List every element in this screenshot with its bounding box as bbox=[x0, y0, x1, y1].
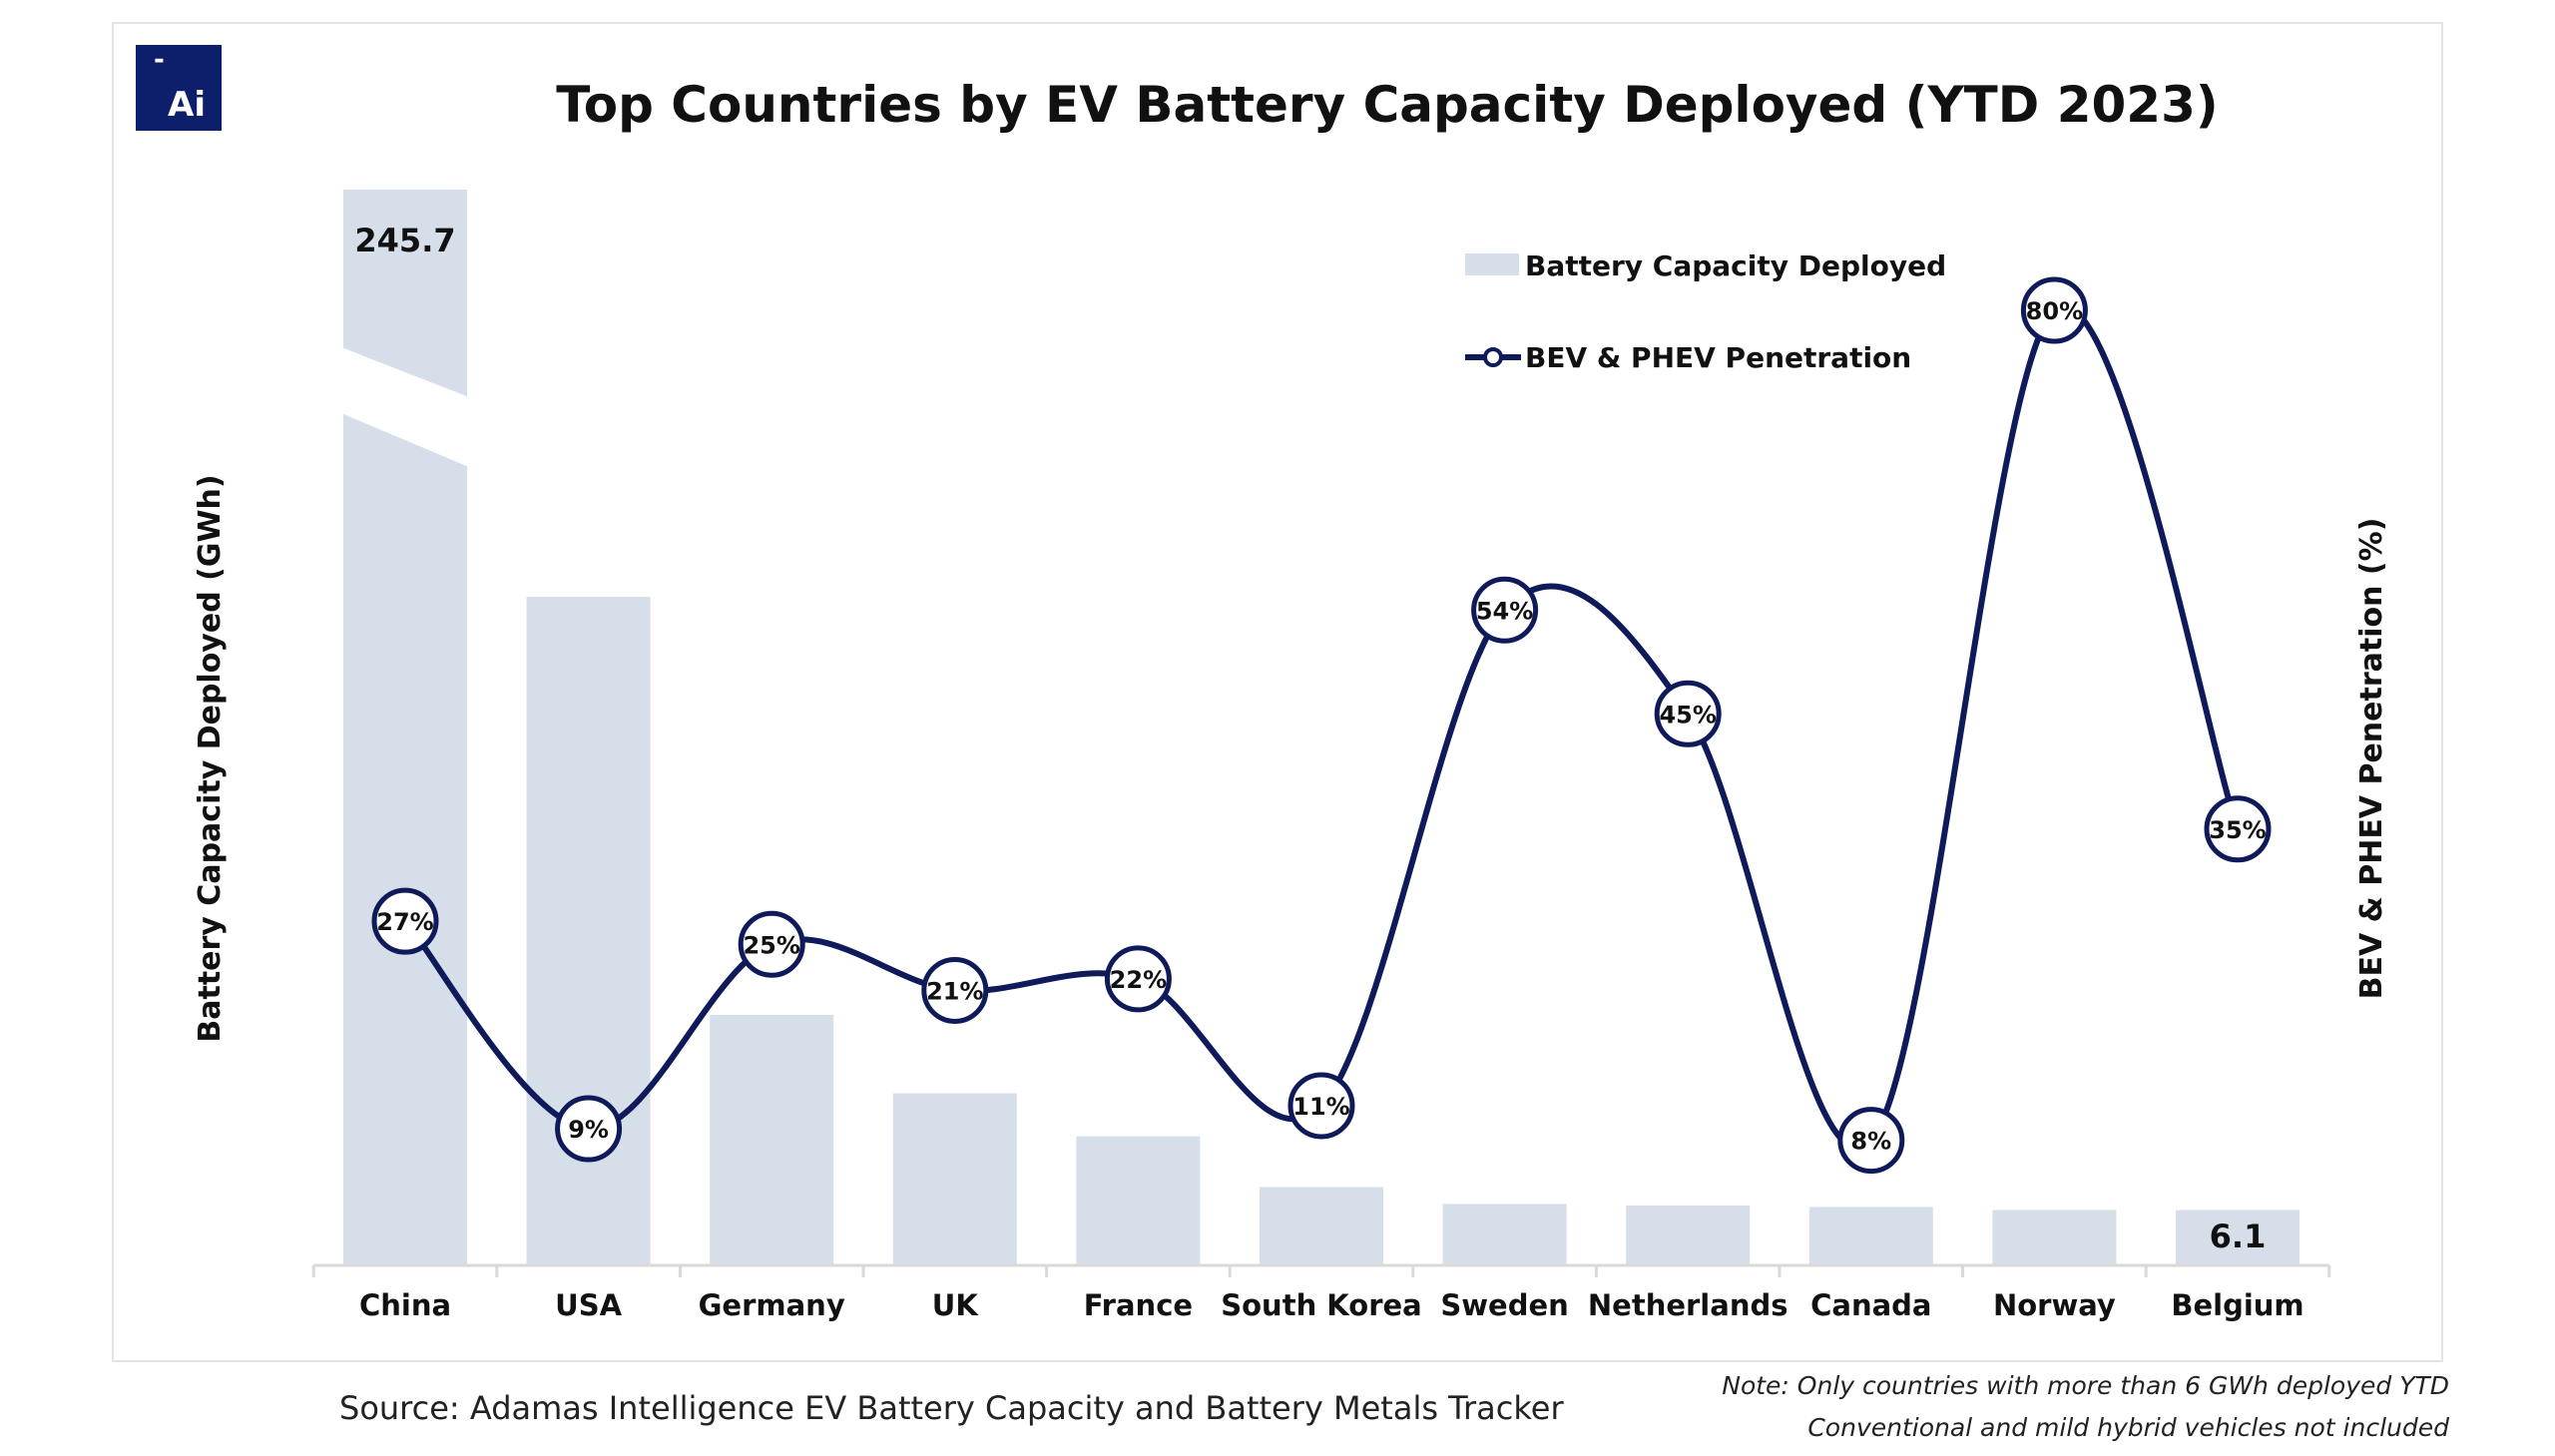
penetration-marker-usa bbox=[555, 1095, 623, 1163]
chart-frame bbox=[112, 22, 2443, 1362]
penetration-label-canada: 8% bbox=[1850, 1128, 1891, 1156]
x-axis-labels: China USA Germany UK France South Korea Sweden… bbox=[359, 1288, 2304, 1322]
legend-label-bar: Battery Capacity Deployed bbox=[1525, 249, 1946, 282]
note-line-1: Note: Only countries with more than 6 GW… bbox=[1722, 1371, 2449, 1400]
x-label-netherlands: Netherlands bbox=[1588, 1288, 1788, 1322]
note-line-2: Conventional and mild hybrid vehicles no… bbox=[1807, 1413, 2449, 1442]
x-label-china: China bbox=[359, 1288, 451, 1322]
bar-usa bbox=[526, 597, 651, 1265]
x-label-south-korea: South Korea bbox=[1221, 1288, 1422, 1322]
penetration-label-china: 27% bbox=[376, 908, 433, 936]
penetration-marker-sweden bbox=[1471, 576, 1539, 644]
x-label-usa: USA bbox=[555, 1288, 622, 1322]
x-label-norway: Norway bbox=[1993, 1288, 2116, 1322]
penetration-label-norway: 80% bbox=[2026, 297, 2083, 325]
penetration-label-netherlands: 45% bbox=[1659, 701, 1716, 728]
penetration-label-usa: 9% bbox=[568, 1116, 609, 1144]
x-label-france: France bbox=[1084, 1288, 1193, 1322]
penetration-line bbox=[402, 303, 2241, 1152]
penetration-label-south-korea: 11% bbox=[1292, 1093, 1349, 1121]
bar-south-korea bbox=[1260, 1187, 1383, 1265]
bar-france bbox=[1076, 1136, 1201, 1265]
penetration-label-uk: 21% bbox=[926, 977, 983, 1005]
penetration-marker-germany bbox=[738, 910, 805, 978]
bar-label-belgium: 6.1 bbox=[2210, 1217, 2267, 1255]
penetration-marker-netherlands bbox=[1654, 680, 1722, 747]
penetration-marker-norway bbox=[2020, 276, 2088, 344]
bar-label-china: 245.7 bbox=[354, 222, 455, 259]
legend-label-line: BEV & PHEV Penetration bbox=[1525, 341, 1911, 374]
bar-uk bbox=[892, 1093, 1017, 1265]
penetration-label-germany: 25% bbox=[743, 931, 799, 959]
y-axis-title: Battery Capacity Deployed (GWh) bbox=[193, 474, 228, 1042]
penetration-marker-china bbox=[371, 887, 439, 955]
axis-break bbox=[341, 347, 469, 467]
bar-norway bbox=[1992, 1210, 2117, 1265]
penetration-points: 27% 9% 25% 21% 22% 11% 54% 45% 8% 80% 35% bbox=[371, 276, 2272, 1175]
bar-china bbox=[343, 190, 467, 1265]
legend: Battery Capacity Deployed BEV & PHEV Pen… bbox=[1465, 249, 1946, 374]
x-label-uk: UK bbox=[932, 1288, 980, 1322]
bar-sweden bbox=[1442, 1204, 1567, 1265]
x-label-germany: Germany bbox=[699, 1288, 845, 1322]
x-label-sweden: Sweden bbox=[1440, 1288, 1568, 1322]
bar-netherlands bbox=[1626, 1205, 1751, 1265]
logo: - Ai bbox=[136, 45, 222, 131]
source-text: Source: Adamas Intelligence EV Battery C… bbox=[339, 1389, 1564, 1427]
chart-title: Top Countries by EV Battery Capacity Dep… bbox=[556, 76, 2218, 134]
penetration-marker-uk bbox=[921, 956, 989, 1024]
penetration-marker-france bbox=[1104, 945, 1172, 1013]
bar-belgium bbox=[2176, 1210, 2300, 1265]
penetration-marker-belgium bbox=[2204, 795, 2272, 863]
penetration-marker-south-korea bbox=[1287, 1072, 1355, 1140]
legend-swatch-bar bbox=[1465, 253, 1519, 275]
penetration-label-sweden: 54% bbox=[1476, 597, 1533, 625]
x-label-belgium: Belgium bbox=[2171, 1288, 2303, 1322]
penetration-marker-canada bbox=[1837, 1107, 1905, 1175]
y2-axis-title: BEV & PHEV Penetration (%) bbox=[2354, 518, 2389, 1000]
legend-swatch-marker bbox=[1483, 347, 1503, 367]
logo-background bbox=[136, 45, 222, 131]
logo-text: Ai bbox=[168, 85, 206, 125]
bar-canada bbox=[1808, 1207, 1933, 1265]
x-label-canada: Canada bbox=[1810, 1288, 1931, 1322]
penetration-label-belgium: 35% bbox=[2209, 816, 2266, 844]
penetration-label-france: 22% bbox=[1110, 966, 1167, 994]
bar-germany bbox=[710, 1014, 834, 1265]
logo-dash: - bbox=[154, 45, 165, 75]
x-axis-ticks bbox=[311, 1265, 2331, 1277]
